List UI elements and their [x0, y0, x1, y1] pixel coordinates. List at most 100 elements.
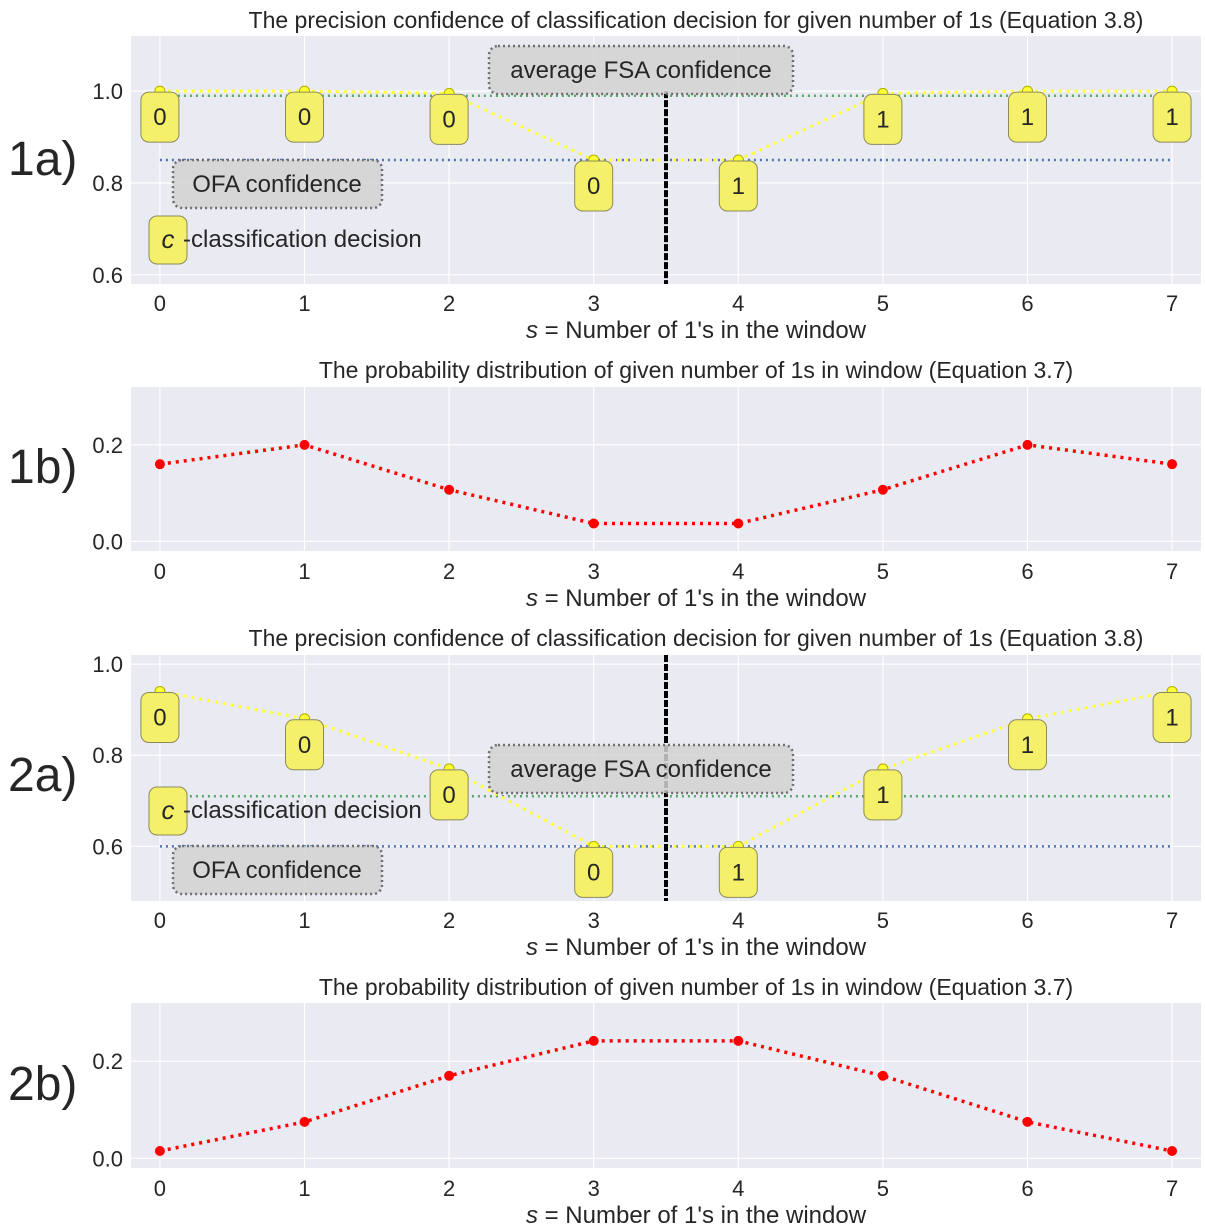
x-axis-label: s = Number of 1's in the window: [526, 585, 867, 612]
decision-label: 1: [1165, 704, 1178, 731]
decision-label: 0: [298, 104, 311, 131]
x-tick-label: 4: [732, 908, 744, 933]
x-tick-label: 4: [732, 291, 744, 316]
decision-label: 1: [732, 859, 745, 886]
probability-point: [733, 518, 744, 529]
probability-point: [444, 484, 455, 495]
decision-box: [863, 769, 903, 821]
decision-box: [1007, 719, 1047, 771]
probability-point: [154, 459, 165, 470]
x-tick-label: 4: [732, 559, 744, 584]
probability-point: [877, 484, 888, 495]
y-tick-label: 0.0: [92, 1146, 123, 1171]
decision-box: [1152, 91, 1192, 143]
probability-point: [1167, 459, 1178, 470]
x-axis-label-symbol: s: [526, 585, 538, 612]
x-tick-label: 2: [443, 908, 455, 933]
decision-label: 0: [442, 782, 455, 809]
y-tick-label: 0.8: [92, 171, 123, 196]
x-tick-label: 6: [1021, 559, 1033, 584]
y-tick-label: 1.0: [92, 79, 123, 104]
x-tick-label: 3: [588, 908, 600, 933]
decision-label: 0: [153, 104, 166, 131]
x-tick-label: 7: [1166, 908, 1178, 933]
decision-box: [1007, 91, 1047, 143]
ofa-label-box: [171, 158, 384, 210]
probability-point: [444, 1070, 455, 1081]
panel-label: 2a): [8, 749, 77, 802]
panel-label: 2b): [8, 1058, 77, 1111]
decision-box: [863, 93, 903, 145]
x-tick-label: 0: [154, 559, 166, 584]
y-tick-label: 0.2: [92, 1049, 123, 1074]
x-tick-label: 1: [298, 559, 310, 584]
probability-point: [154, 1146, 165, 1157]
ofa-label: OFA confidence: [192, 171, 361, 198]
x-tick-label: 0: [154, 291, 166, 316]
decision-label: 0: [587, 173, 600, 200]
chart-title: The probability distribution of given nu…: [319, 974, 1073, 1000]
classification-legend-label: -classification decision: [183, 797, 422, 824]
x-axis-label-symbol: s: [526, 934, 538, 961]
y-tick-label: 1.0: [92, 652, 123, 677]
decision-label: 0: [298, 732, 311, 759]
panel-2a: The precision confidence of classificati…: [8, 625, 1201, 961]
x-tick-label: 7: [1166, 1176, 1178, 1201]
chart-title: The probability distribution of given nu…: [319, 357, 1073, 383]
decision-box: [718, 846, 758, 898]
decision-box: [429, 93, 469, 145]
decision-box: [1152, 691, 1192, 743]
x-tick-label: 2: [443, 559, 455, 584]
panel-1a: The precision confidence of classificati…: [8, 7, 1201, 344]
decision-label: 0: [442, 106, 455, 133]
classification-legend-symbol: c: [162, 795, 175, 825]
x-tick-label: 0: [154, 908, 166, 933]
x-tick-label: 4: [732, 1176, 744, 1201]
probability-point: [299, 439, 310, 450]
y-tick-label: 0.6: [92, 834, 123, 859]
x-tick-label: 6: [1021, 908, 1033, 933]
probability-point: [1022, 439, 1033, 450]
x-tick-label: 3: [588, 1176, 600, 1201]
x-tick-label: 7: [1166, 559, 1178, 584]
plot-area: [131, 1003, 1201, 1168]
x-tick-label: 3: [588, 559, 600, 584]
x-tick-label: 0: [154, 1176, 166, 1201]
x-axis-label: s = Number of 1's in the window: [526, 317, 867, 344]
decision-box: [140, 91, 180, 143]
probability-point: [588, 1035, 599, 1046]
x-tick-label: 5: [877, 908, 889, 933]
panel-label: 1a): [8, 133, 77, 186]
x-tick-label: 2: [443, 291, 455, 316]
decision-box: [574, 846, 614, 898]
avg-fsa-label-box: [487, 743, 795, 795]
chart-title: The precision confidence of classificati…: [249, 7, 1144, 33]
probability-point: [877, 1070, 888, 1081]
y-tick-label: 0.6: [92, 263, 123, 288]
decision-label: 1: [1021, 104, 1034, 131]
x-tick-label: 1: [298, 1176, 310, 1201]
avg-fsa-label: average FSA confidence: [510, 756, 772, 783]
ofa-label: OFA confidence: [192, 857, 361, 884]
classification-legend-box: [148, 215, 188, 265]
panel-1b: The probability distribution of given nu…: [8, 357, 1201, 612]
x-tick-label: 5: [877, 559, 889, 584]
x-tick-label: 2: [443, 1176, 455, 1201]
x-axis-label-text: = Number of 1's in the window: [538, 1202, 867, 1229]
probability-point: [733, 1035, 744, 1046]
x-axis-label-text: = Number of 1's in the window: [538, 317, 867, 344]
x-axis-label-symbol: s: [526, 317, 538, 344]
x-tick-label: 3: [588, 291, 600, 316]
x-tick-label: 5: [877, 1176, 889, 1201]
x-tick-label: 6: [1021, 1176, 1033, 1201]
probability-point: [299, 1116, 310, 1127]
y-tick-label: 0.8: [92, 743, 123, 768]
decision-label: 1: [1165, 104, 1178, 131]
classification-legend-symbol: c: [162, 224, 175, 254]
x-axis-label-symbol: s: [526, 1202, 538, 1229]
x-tick-label: 7: [1166, 291, 1178, 316]
probability-point: [588, 518, 599, 529]
probability-point: [1022, 1116, 1033, 1127]
decision-box: [718, 160, 758, 212]
